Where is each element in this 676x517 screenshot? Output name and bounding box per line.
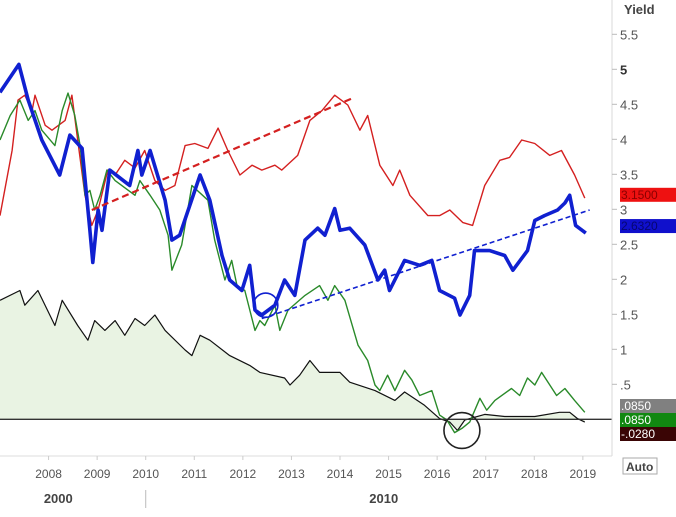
era-label: 2000: [44, 491, 73, 506]
x-tick-label: 2013: [278, 467, 305, 481]
x-tick-label: 2015: [375, 467, 402, 481]
x-tick-label: 2018: [521, 467, 548, 481]
y-tick-label: 4: [620, 132, 627, 147]
x-tick-label: 2012: [230, 467, 257, 481]
blue-trend-line: [261, 209, 590, 320]
blue-value-badge-label: 2.6320: [621, 219, 658, 233]
x-tick-label: 2017: [472, 467, 499, 481]
black-area-fill: [0, 290, 585, 431]
x-tick-label: 2014: [327, 467, 354, 481]
y-tick-label: 1.5: [620, 307, 638, 322]
y-tick-label: 5: [620, 62, 627, 77]
y-tick-label: 2: [620, 272, 627, 287]
y-tick-label: 4.5: [620, 97, 638, 112]
black-circle-annotation: [443, 411, 481, 450]
dark-value-badge-label: -.0280: [621, 427, 655, 441]
annotation-layer: [0, 96, 612, 450]
black-value-badge-label: .0850: [621, 399, 651, 413]
blue-circle-annotation: [252, 292, 279, 319]
x-tick-label: 2010: [132, 467, 159, 481]
y-tick-label: .5: [620, 377, 631, 392]
black-value-badge: [620, 399, 676, 413]
x-axis-ticks: 2008 2009 2010 2011 2012 2013 2014 2015 2016 2017…: [35, 456, 597, 508]
red-value-badge: [620, 187, 676, 202]
auto-button-label[interactable]: Auto: [626, 460, 653, 474]
x-tick-label: 2009: [84, 467, 111, 481]
red-trend-line: [91, 96, 356, 212]
era-label: 2010: [369, 491, 398, 506]
x-tick-label: 2016: [424, 467, 451, 481]
y-axis-ticks: 5.554.543.532.521.51.5: [612, 27, 638, 392]
red-value-badge-label: 3.1500: [621, 188, 658, 202]
x-tick-label: 2019: [570, 467, 597, 481]
series-layer: [0, 62, 587, 434]
y-tick-label: 3: [620, 202, 627, 217]
y-tick-label: 3.5: [620, 167, 638, 182]
blue-value-badge: [620, 219, 676, 234]
x-tick-label: 2011: [181, 467, 207, 481]
y-tick-label: 1: [620, 342, 627, 357]
auto-button[interactable]: Auto: [622, 457, 658, 475]
green-value-badge-label: .0850: [621, 413, 651, 427]
x-tick-label: 2008: [35, 467, 62, 481]
blue-series-line: [0, 62, 587, 317]
y-tick-label: 5.5: [620, 27, 638, 42]
green-value-badge: [620, 413, 676, 427]
black-series-line: [0, 289, 586, 432]
dark-value-badge: [620, 427, 676, 441]
y-tick-label: 2.5: [620, 237, 638, 252]
plot-area: [0, 290, 585, 431]
y-axis-title: Yield: [624, 2, 655, 17]
